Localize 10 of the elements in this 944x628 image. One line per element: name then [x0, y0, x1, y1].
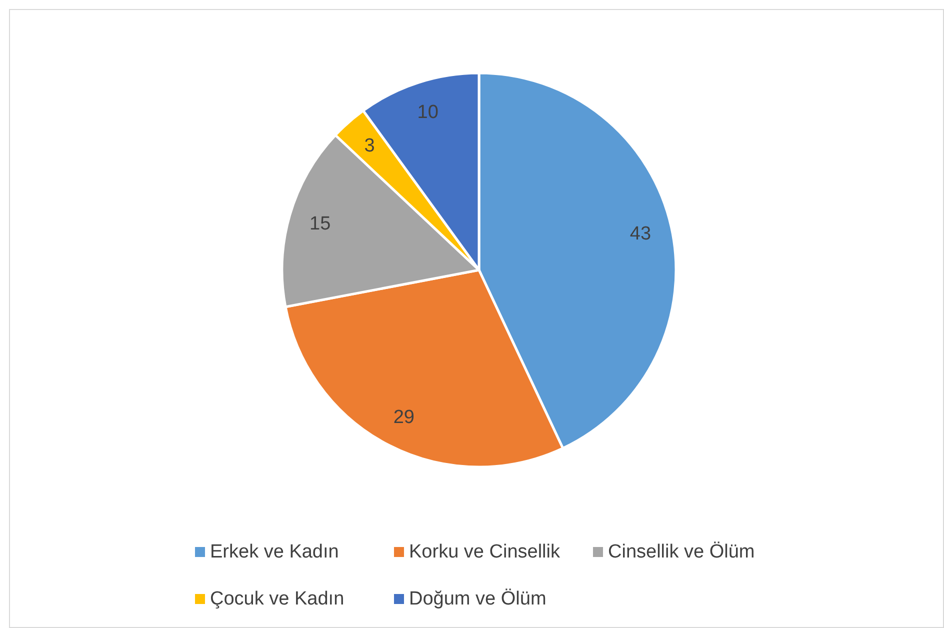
data-label: 15 — [310, 213, 331, 234]
legend-label: Erkek ve Kadın — [210, 542, 339, 562]
data-label: 43 — [630, 223, 652, 244]
data-label: 3 — [364, 135, 375, 156]
legend-label: Cinsellik ve Ölüm — [608, 542, 755, 562]
data-label: 10 — [417, 102, 438, 124]
legend-label: Korku ve Cinsellik — [409, 542, 560, 562]
legend-label: Doğum ve Ölüm — [409, 588, 546, 610]
legend-label: Çocuk ve Kadın — [210, 588, 344, 610]
data-label: 29 — [393, 406, 414, 428]
